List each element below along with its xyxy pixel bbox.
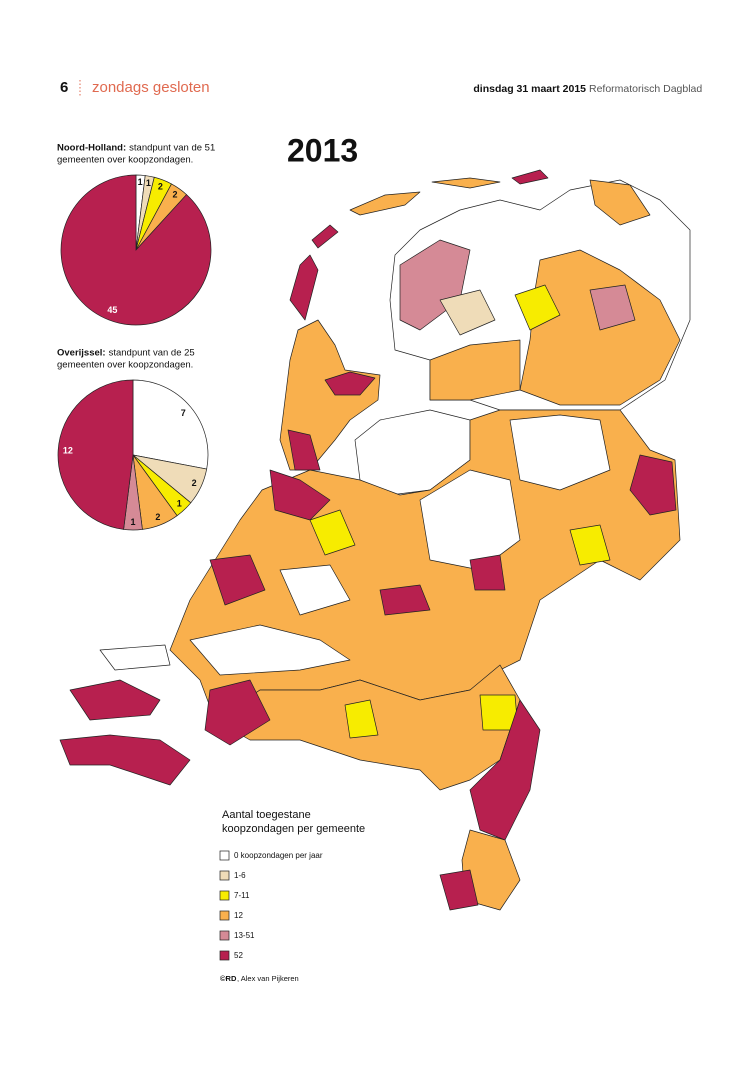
region: [439, 289, 496, 336]
region: [311, 224, 339, 249]
region: [511, 169, 549, 185]
legend-title: Aantal toegestane: [222, 809, 311, 821]
region: [279, 319, 381, 471]
pie-label: 1: [130, 517, 135, 527]
region: [287, 429, 321, 471]
pie-label: 2: [155, 512, 160, 522]
map-title: 2013: [287, 132, 358, 168]
pie-title: Noord-Holland:: [57, 143, 126, 154]
region: [99, 644, 171, 671]
region: [289, 254, 319, 321]
region: [59, 734, 191, 786]
region: [589, 284, 636, 331]
region: [209, 554, 266, 606]
page-number: 6: [60, 79, 68, 96]
region: [189, 624, 351, 676]
region: [569, 524, 611, 566]
pie-label: 7: [181, 408, 186, 418]
region: [431, 177, 501, 189]
region: [419, 469, 521, 571]
pie-label: 2: [158, 181, 163, 191]
region: [509, 414, 611, 491]
pie-label: 12: [63, 445, 73, 455]
date: dinsdag 31 maart 2015: [473, 83, 586, 95]
region: [514, 284, 561, 331]
region: [344, 699, 379, 739]
legend-label: 7-11: [234, 891, 250, 900]
region: [69, 679, 161, 721]
region: [309, 509, 356, 556]
legend-label: 52: [234, 951, 243, 960]
legend-label: 1-6: [234, 871, 246, 880]
region: [349, 191, 421, 216]
legend-title: koopzondagen per gemeente: [222, 823, 365, 835]
paper: Reformatorisch Dagblad: [589, 83, 702, 95]
pie-charts: Noord-Holland: standpunt van de 51gemeent…: [57, 143, 215, 531]
legend-swatch: [219, 930, 230, 941]
region: [379, 584, 431, 616]
region: [629, 454, 677, 516]
pie-subtitle: standpunt van de 25: [109, 348, 195, 359]
region: [429, 339, 521, 401]
pie-label: 1: [177, 499, 182, 509]
region: [279, 564, 351, 616]
legend-swatch: [219, 870, 230, 881]
pie-slice: [57, 379, 134, 530]
pie-title: Overijssel:: [57, 348, 106, 359]
pie-slice: [60, 174, 212, 326]
legend-label: 0 koopzondagen per jaar: [234, 851, 323, 860]
region: [469, 699, 541, 841]
legend-label: 13-51: [234, 931, 255, 940]
region: [439, 869, 479, 911]
legend-swatch: [219, 910, 230, 921]
region: [324, 371, 376, 396]
legend-label: 12: [234, 911, 243, 920]
pie-label: 45: [107, 305, 117, 315]
pie-label: 1: [138, 177, 143, 187]
legend-swatch: [219, 950, 230, 961]
pie-label: 2: [172, 189, 177, 199]
legend-swatch: [219, 890, 230, 901]
legend: 0 koopzondagen per jaar 1-6 7-11 12 13-51 52: [219, 850, 323, 961]
pie-slice: [132, 379, 209, 470]
region: [589, 179, 651, 226]
region: [269, 469, 331, 521]
legend-swatch: [219, 850, 230, 861]
pie-subtitle: gemeenten over koopzondagen.: [57, 360, 193, 371]
pie-subtitle: gemeenten over koopzondagen.: [57, 155, 193, 166]
pie-subtitle: standpunt van de 51: [129, 143, 215, 154]
region: [469, 554, 506, 591]
section: zondags gesloten: [92, 79, 210, 96]
region: [204, 679, 271, 746]
pie-label: 2: [192, 478, 197, 488]
map: [59, 169, 691, 911]
pie-label: 1: [146, 178, 151, 188]
credit-bold: ©RD: [220, 974, 237, 983]
credit: , Alex van Pijkeren: [237, 974, 299, 983]
region: [461, 829, 521, 911]
